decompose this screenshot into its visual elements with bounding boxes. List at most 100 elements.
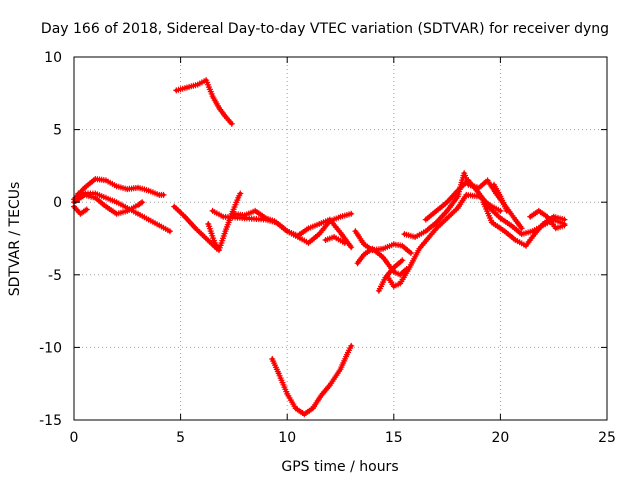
data-point	[362, 242, 366, 247]
data-point	[377, 289, 381, 293]
data-series-trace-3	[75, 190, 173, 235]
data-series-trace-9	[230, 207, 355, 251]
data-point	[82, 185, 87, 190]
data-point	[381, 255, 385, 260]
data-point	[195, 82, 200, 87]
data-series-trace-20	[527, 207, 568, 232]
data-point	[270, 357, 275, 361]
data-point	[513, 217, 518, 222]
plot-frame	[73, 56, 608, 421]
data-point	[140, 200, 144, 204]
data-point	[398, 281, 403, 286]
data-point	[272, 219, 277, 223]
data-point	[417, 246, 422, 251]
x-tick-label: 0	[70, 430, 79, 446]
data-point	[445, 209, 449, 213]
data-point	[183, 214, 187, 219]
data-point	[85, 207, 89, 212]
data-point	[498, 194, 503, 199]
data-point	[302, 412, 307, 417]
data-point	[232, 212, 236, 216]
data-point	[424, 217, 428, 222]
data-point	[353, 229, 358, 233]
data-point	[562, 217, 567, 222]
data-point	[230, 122, 234, 126]
data-point	[174, 88, 179, 93]
data-point	[210, 94, 215, 98]
data-point	[554, 226, 558, 231]
data-point	[434, 226, 439, 231]
data-point	[136, 185, 140, 190]
data-point	[204, 236, 208, 241]
data-point	[466, 178, 471, 183]
data-point	[398, 273, 403, 277]
data-point	[212, 241, 217, 245]
data-point	[93, 177, 98, 181]
data-point	[76, 191, 81, 196]
data-point	[338, 367, 343, 372]
data-point	[528, 214, 532, 219]
data-point	[253, 209, 257, 213]
data-point	[519, 226, 524, 231]
chart-title: Day 166 of 2018, Sidereal Day-to-day VTE…	[41, 21, 609, 37]
y-tick-label: 5	[53, 123, 62, 139]
y-tick-label: 0	[53, 195, 62, 211]
data-point	[319, 393, 324, 398]
data-series-trace-7	[205, 190, 244, 254]
data-point	[204, 78, 208, 82]
data-point	[217, 248, 221, 252]
data-point	[402, 232, 407, 236]
data-point	[400, 258, 405, 263]
data-point	[146, 217, 151, 222]
data-point	[505, 209, 509, 213]
data-point	[424, 229, 428, 233]
data-point	[456, 188, 460, 193]
data-point	[285, 392, 290, 396]
data-point	[332, 235, 336, 239]
data-series-trace-19	[491, 181, 510, 214]
data-point	[161, 193, 166, 197]
data-point	[125, 187, 130, 191]
data-point	[349, 344, 354, 348]
data-point	[311, 406, 315, 411]
data-point	[485, 178, 490, 183]
data-point	[490, 220, 494, 225]
data-series-trace-13	[354, 245, 410, 278]
data-point	[409, 251, 413, 255]
data-point	[104, 204, 108, 209]
data-point	[78, 212, 83, 216]
data-point	[498, 209, 503, 213]
data-point	[481, 200, 486, 204]
data-point	[498, 216, 503, 220]
data-point	[296, 233, 300, 238]
x-axis-label: GPS time / hours	[281, 459, 398, 475]
data-point	[343, 241, 347, 245]
data-point	[562, 223, 567, 228]
data-point	[462, 171, 467, 175]
data-point	[370, 246, 375, 251]
data-point	[434, 220, 439, 225]
data-point	[537, 209, 541, 213]
data-point	[477, 191, 481, 196]
y-tick-label: -5	[48, 268, 62, 284]
x-tick-label: 20	[491, 430, 509, 446]
data-point	[541, 222, 545, 226]
data-point	[338, 214, 343, 219]
gridlines	[74, 57, 607, 420]
data-point	[217, 106, 221, 110]
data-point	[104, 178, 108, 183]
data-series-trace-10	[322, 234, 348, 246]
data-point	[185, 85, 189, 90]
data-point	[349, 212, 354, 216]
data-point	[545, 214, 550, 219]
data-point	[242, 213, 247, 218]
x-tick-label: 10	[278, 430, 296, 446]
data-point	[323, 238, 328, 242]
data-point	[236, 196, 240, 200]
data-point	[413, 235, 417, 239]
data-point	[293, 406, 298, 411]
data-point	[168, 229, 172, 233]
data-point	[328, 383, 332, 388]
data-series-trace-18	[480, 199, 568, 249]
